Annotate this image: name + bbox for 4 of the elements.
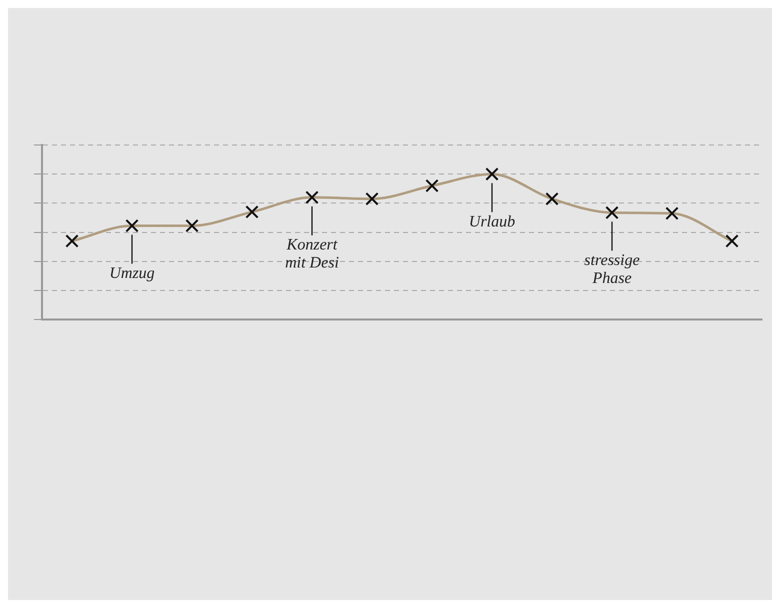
annotation: stressige Phase [584,252,640,287]
annotation: Urlaub [468,213,516,230]
annotation: Konzert mit Desi [285,236,339,272]
annotation: Umzug [109,264,155,282]
